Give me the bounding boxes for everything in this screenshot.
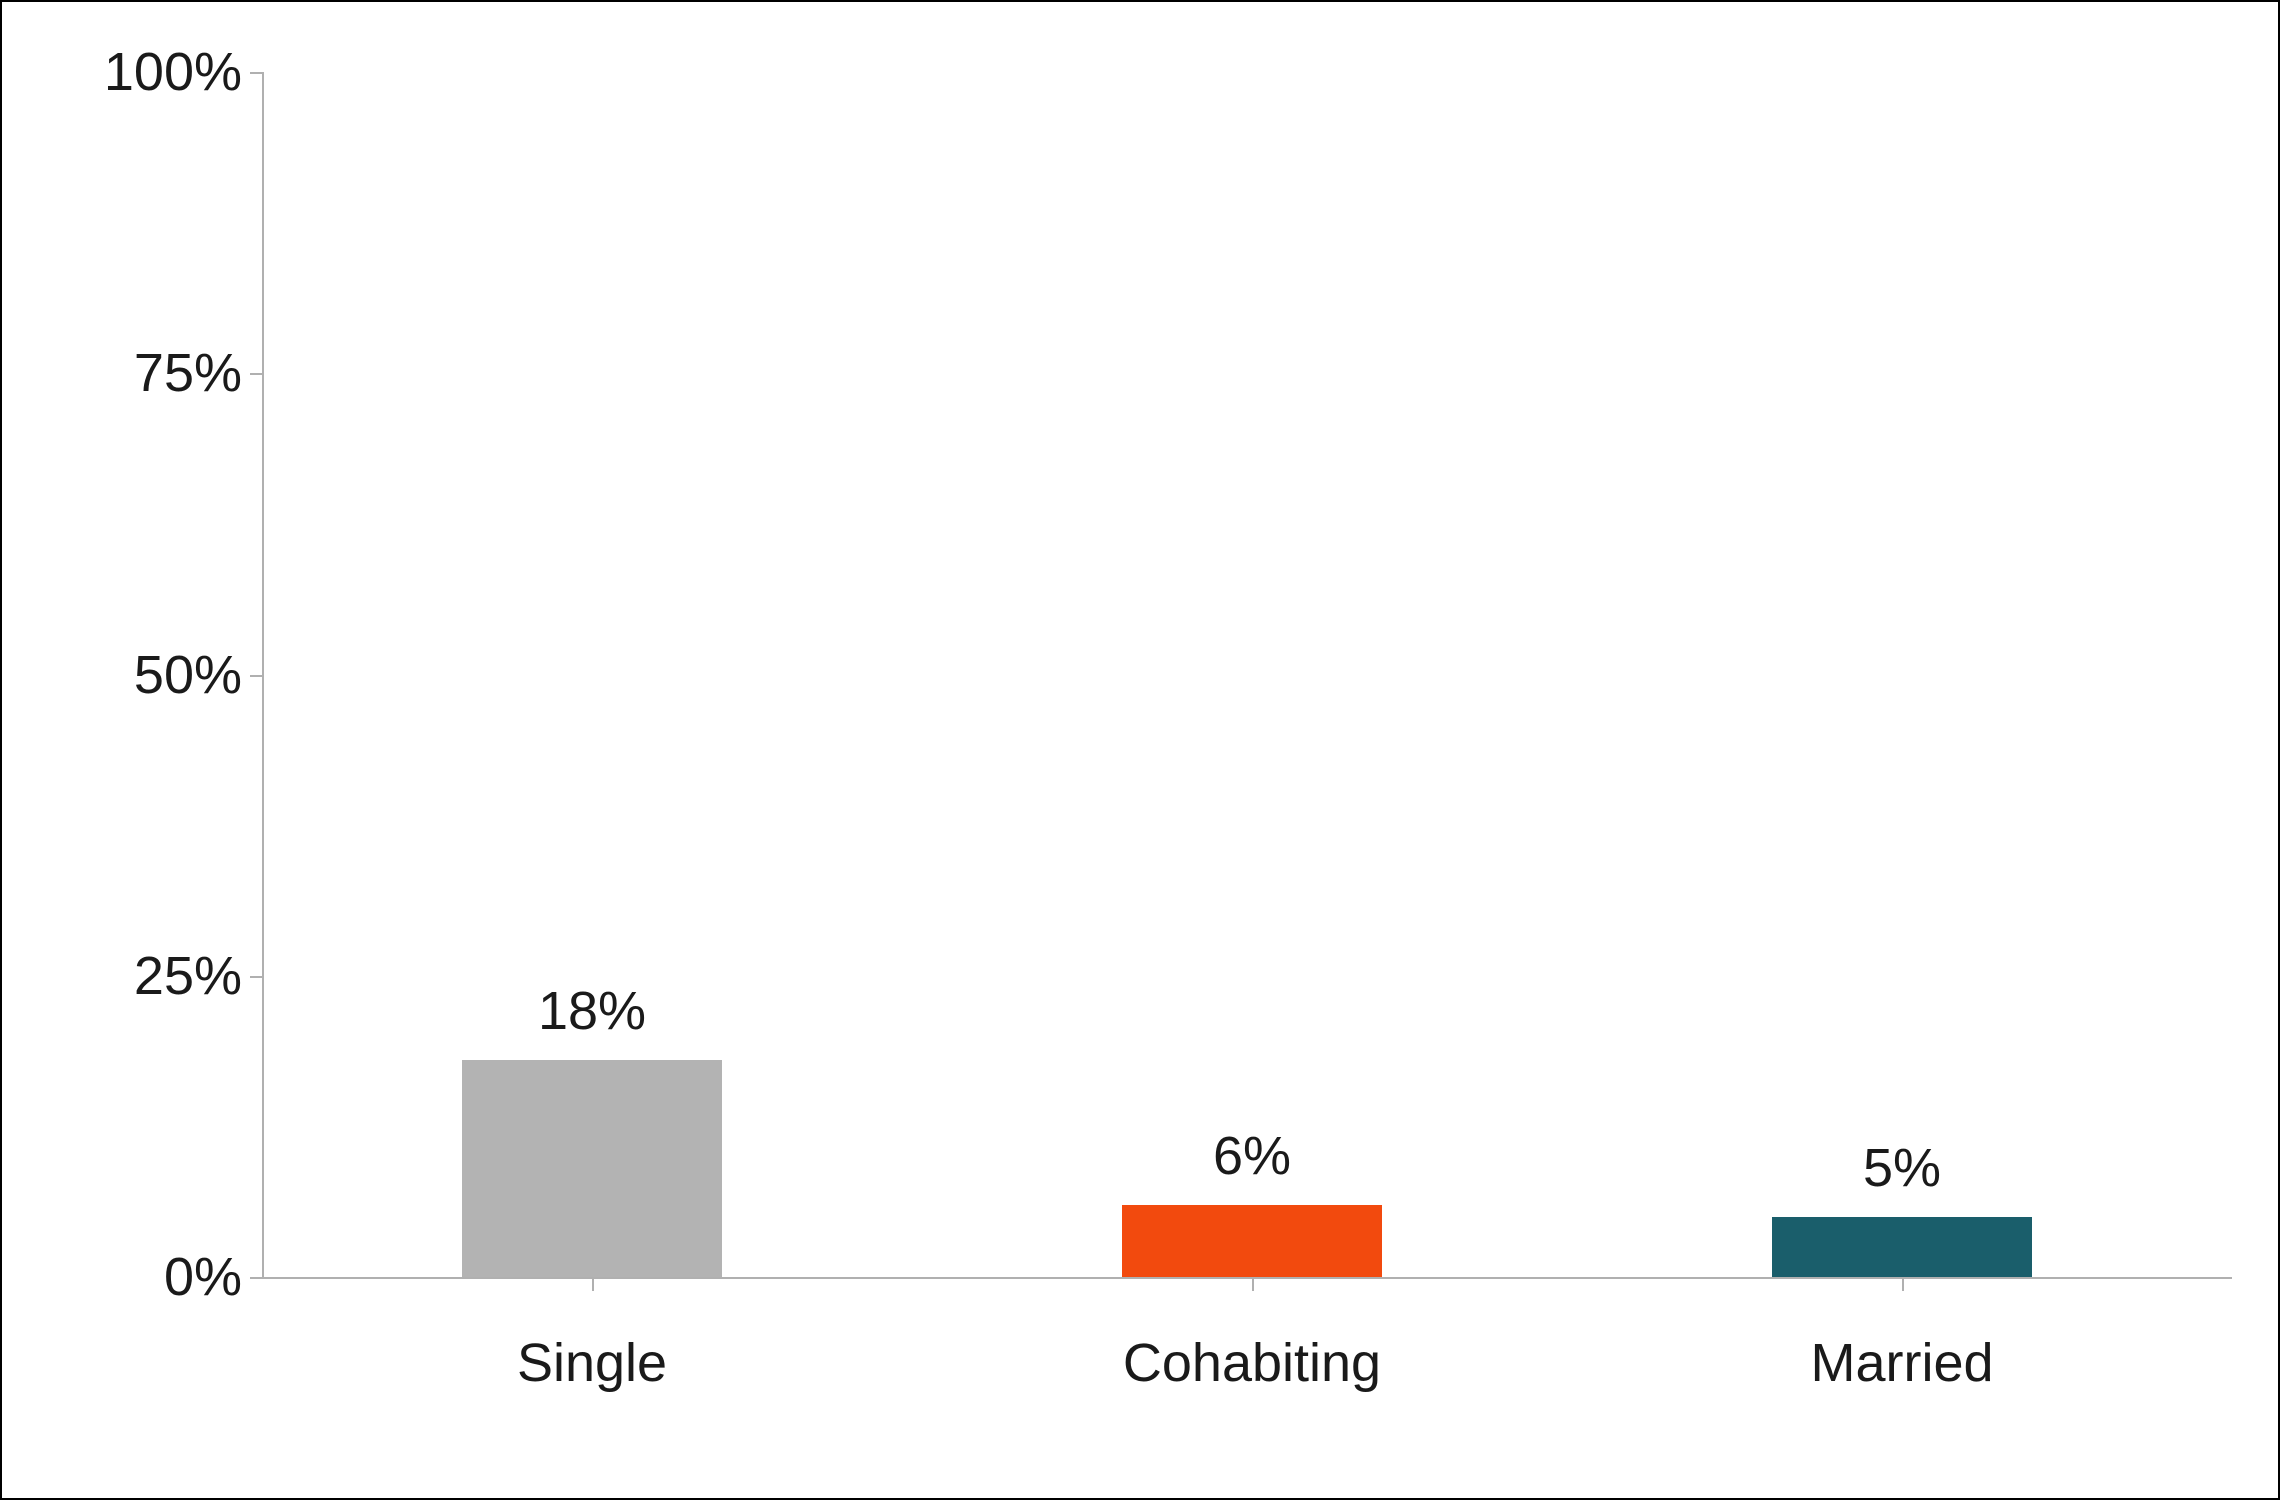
plot-area [262, 72, 2232, 1277]
y-tick-label: 50% [42, 644, 242, 706]
x-axis-line [262, 1277, 2232, 1279]
bar [462, 1060, 722, 1277]
y-tick-label: 0% [42, 1246, 242, 1308]
bar [1772, 1217, 2032, 1277]
y-tick-mark [250, 1277, 264, 1279]
x-category-label: Cohabiting [1123, 1332, 1381, 1394]
y-tick-label: 100% [42, 41, 242, 103]
bar-value-label: 5% [1863, 1137, 1941, 1199]
x-category-label: Married [1810, 1332, 1993, 1394]
x-category-label: Single [517, 1332, 667, 1394]
x-tick-mark [1902, 1277, 1904, 1291]
bar [1122, 1205, 1382, 1277]
x-tick-mark [592, 1277, 594, 1291]
bar-value-label: 18% [538, 980, 646, 1042]
bar-value-label: 6% [1213, 1125, 1291, 1187]
y-tick-label: 75% [42, 342, 242, 404]
x-tick-mark [1252, 1277, 1254, 1291]
y-tick-label: 25% [42, 945, 242, 1007]
bar-chart: 0%25%50%75%100% SingleCohabitingMarried … [0, 0, 2280, 1500]
